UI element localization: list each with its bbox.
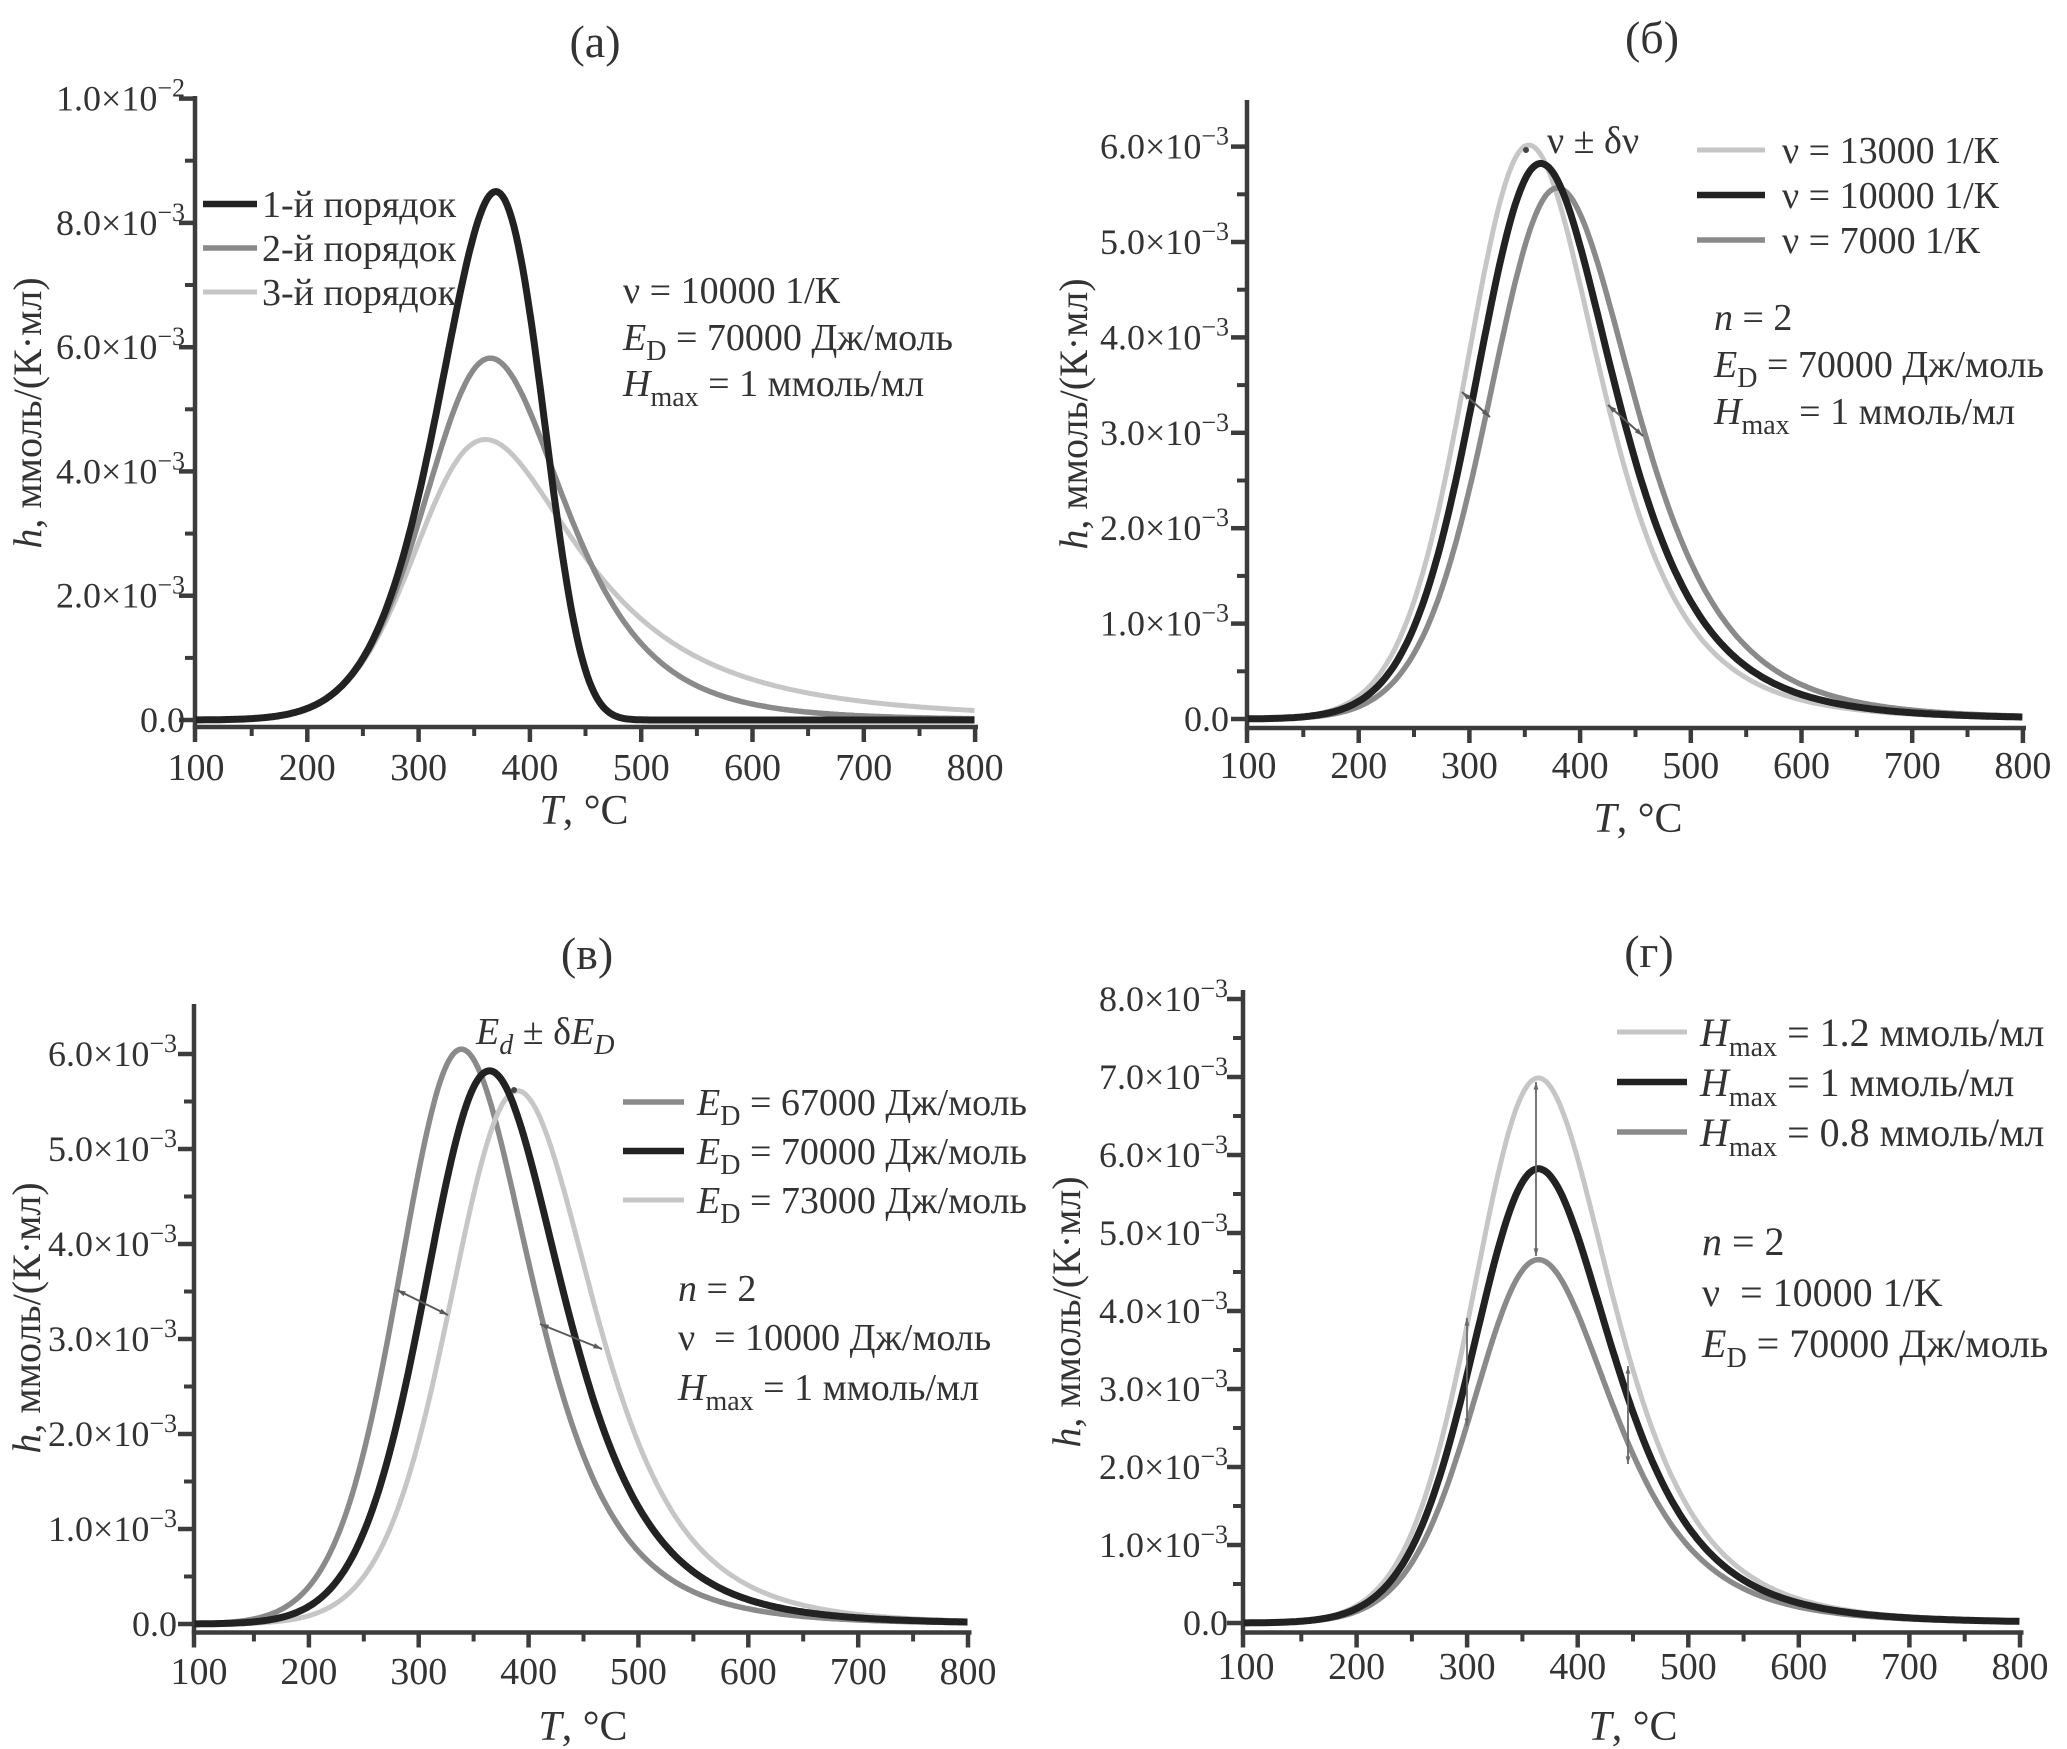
- svg-text:2.0×10−3: 2.0×10−3: [1100, 503, 1229, 548]
- svg-text:100: 100: [1220, 745, 1277, 787]
- svg-text:n = 2: n = 2: [678, 1268, 756, 1310]
- svg-text:h, ммоль/(К·мл): h, ммоль/(К·мл): [1044, 1176, 1089, 1447]
- svg-text:h, ммоль/(К·мл): h, ммоль/(К·мл): [1051, 278, 1096, 549]
- svg-text:ED​ = 67000 Дж/моль: ED​ = 67000 Дж/моль: [696, 1082, 1027, 1132]
- svg-text:700: 700: [830, 1651, 887, 1693]
- svg-text:300: 300: [1439, 1646, 1496, 1688]
- svg-text:500: 500: [1660, 1646, 1717, 1688]
- svg-text:300: 300: [390, 747, 447, 789]
- svg-text:Hmax​ = 1 ммоль/мл: Hmax​ = 1 ммоль/мл: [677, 1367, 979, 1417]
- svg-text:200: 200: [1328, 1646, 1385, 1688]
- svg-text:200: 200: [279, 747, 336, 789]
- svg-text:ν ± δν: ν ± δν: [1547, 120, 1639, 162]
- svg-text:ED​ = 70000 Дж/моль: ED​ = 70000 Дж/моль: [622, 317, 953, 367]
- svg-text:ED​ = 70000 Дж/моль: ED​ = 70000 Дж/моль: [696, 1131, 1027, 1181]
- svg-text:ED​ = 70000 Дж/моль: ED​ = 70000 Дж/моль: [1701, 1321, 2048, 1374]
- svg-text:100: 100: [168, 747, 225, 789]
- svg-text:300: 300: [1441, 745, 1498, 787]
- svg-text:400: 400: [500, 1651, 557, 1693]
- svg-text:400: 400: [1552, 745, 1609, 787]
- svg-text:T, °C: T, °C: [539, 788, 628, 834]
- svg-text:ν = 7000 1/К: ν = 7000 1/К: [1782, 220, 1981, 262]
- svg-text:n = 2: n = 2: [1702, 1219, 1785, 1264]
- svg-text:1-й порядок: 1-й порядок: [262, 184, 457, 226]
- svg-text:800: 800: [1994, 745, 2051, 787]
- svg-text:500: 500: [613, 747, 670, 789]
- svg-text:4.0×10−3: 4.0×10−3: [1100, 312, 1229, 357]
- svg-text:Hmax​ = 1 ммоль/мл: Hmax​ = 1 ммоль/мл: [1699, 1060, 2014, 1113]
- svg-text:100: 100: [1218, 1646, 1275, 1688]
- svg-text:700: 700: [1884, 745, 1941, 787]
- svg-text:0.0: 0.0: [1184, 699, 1229, 739]
- svg-text:700: 700: [1881, 1646, 1938, 1688]
- svg-text:400: 400: [501, 747, 558, 789]
- svg-text:500: 500: [610, 1651, 667, 1693]
- svg-text:(в): (в): [561, 928, 613, 979]
- svg-text:500: 500: [1662, 745, 1719, 787]
- svg-text:800: 800: [1992, 1646, 2049, 1688]
- svg-text:1.0×10−3: 1.0×10−3: [1099, 1520, 1228, 1565]
- svg-text:200: 200: [280, 1651, 337, 1693]
- svg-text:3-й порядок: 3-й порядок: [262, 272, 457, 314]
- svg-text:0.0: 0.0: [140, 700, 185, 740]
- svg-text:Ed​ ± δED: Ed​ ± δED: [475, 1011, 614, 1061]
- svg-text:2-й порядок: 2-й порядок: [262, 228, 457, 270]
- svg-text:h, ммоль/(К·мл): h, ммоль/(К·мл): [5, 277, 50, 548]
- svg-text:Hmax​ = 1 ммоль/мл: Hmax​ = 1 ммоль/мл: [622, 363, 924, 413]
- svg-text:300: 300: [390, 1651, 447, 1693]
- svg-text:(а): (а): [569, 16, 620, 67]
- svg-text:700: 700: [835, 747, 892, 789]
- svg-text:ν = 10000 1/K: ν = 10000 1/K: [1702, 1270, 1943, 1315]
- svg-text:0.0: 0.0: [132, 1604, 177, 1644]
- svg-text:h, ммоль/(К·мл): h, ммоль/(К·мл): [4, 1182, 49, 1453]
- svg-text:T, °C: T, °C: [538, 1704, 627, 1749]
- svg-text:400: 400: [1549, 1646, 1606, 1688]
- svg-text:800: 800: [947, 747, 1004, 789]
- svg-text:ν = 10000 Дж/моль: ν = 10000 Дж/моль: [678, 1317, 991, 1359]
- svg-text:T, °C: T, °C: [1588, 1704, 1677, 1749]
- svg-text:ED​ = 73000 Дж/моль: ED​ = 73000 Дж/моль: [696, 1180, 1027, 1230]
- svg-text:0.0: 0.0: [1183, 1603, 1228, 1643]
- svg-text:T, °C: T, °C: [1593, 796, 1682, 842]
- svg-text:100: 100: [171, 1651, 228, 1693]
- svg-text:ν = 10000 1/К: ν = 10000 1/К: [623, 270, 841, 312]
- svg-text:600: 600: [1773, 745, 1830, 787]
- svg-text:200: 200: [1330, 745, 1387, 787]
- svg-text:(б): (б): [1625, 12, 1679, 63]
- svg-text:(г): (г): [1624, 926, 1674, 977]
- svg-text:ν = 13000 1/К: ν = 13000 1/К: [1782, 130, 2000, 172]
- svg-text:5.0×10−3: 5.0×10−3: [1099, 1208, 1228, 1253]
- svg-text:ED​ = 70000 Дж/моль: ED​ = 70000 Дж/моль: [1713, 344, 2044, 394]
- svg-text:600: 600: [724, 747, 781, 789]
- svg-text:600: 600: [1770, 1646, 1827, 1688]
- svg-text:n = 2: n = 2: [1714, 297, 1792, 339]
- svg-text:ν = 10000 1/К: ν = 10000 1/К: [1782, 175, 2000, 217]
- svg-text:600: 600: [720, 1651, 777, 1693]
- svg-text:800: 800: [940, 1651, 997, 1693]
